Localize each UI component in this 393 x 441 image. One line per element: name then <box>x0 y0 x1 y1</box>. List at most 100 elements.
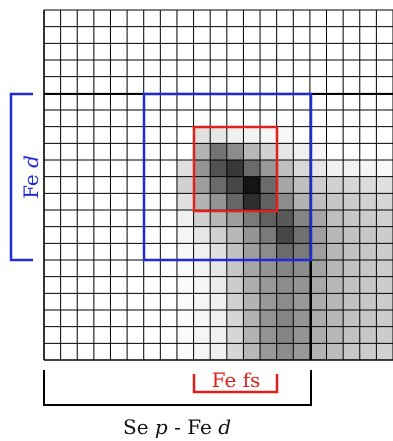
intensity-cell <box>243 177 260 194</box>
intensity-cell <box>277 127 294 144</box>
intensity-cell <box>310 277 327 294</box>
intensity-cell <box>360 327 377 344</box>
intensity-cell <box>210 210 227 227</box>
intensity-cell <box>376 210 393 227</box>
intensity-cell <box>227 143 244 160</box>
intensity-cell <box>360 227 377 244</box>
intensity-cell <box>194 160 211 177</box>
intensity-cell <box>177 293 194 310</box>
intensity-cell <box>310 293 327 310</box>
intensity-cell <box>194 177 211 194</box>
intensity-cell <box>327 210 344 227</box>
intensity-cell <box>177 310 194 327</box>
intensity-cell <box>243 227 260 244</box>
intensity-cell <box>327 177 344 194</box>
intensity-cell <box>310 310 327 327</box>
intensity-cell <box>343 310 360 327</box>
intensity-cell <box>277 243 294 260</box>
intensity-cell <box>260 210 277 227</box>
intensity-cell <box>327 260 344 277</box>
intensity-cell <box>293 210 310 227</box>
intensity-cell <box>293 193 310 210</box>
intensity-cell <box>277 160 294 177</box>
intensity-cell <box>243 310 260 327</box>
intensity-cell <box>310 210 327 227</box>
intensity-cell <box>227 310 244 327</box>
intensity-cell <box>343 327 360 344</box>
intensity-cell <box>310 343 327 360</box>
intensity-cell <box>343 293 360 310</box>
intensity-cell <box>227 293 244 310</box>
intensity-cell <box>210 343 227 360</box>
intensity-cell <box>327 293 344 310</box>
intensity-cell <box>177 160 194 177</box>
fe-fs-label: Fe fs <box>212 368 261 392</box>
intensity-cell <box>376 293 393 310</box>
intensity-cell <box>194 243 211 260</box>
intensity-cell <box>243 160 260 177</box>
intensity-cell <box>327 160 344 177</box>
intensity-cell <box>293 160 310 177</box>
intensity-cell <box>260 327 277 344</box>
intensity-cell <box>210 243 227 260</box>
intensity-cell <box>194 293 211 310</box>
intensity-cell <box>194 210 211 227</box>
intensity-cell <box>327 277 344 294</box>
intensity-cell <box>277 177 294 194</box>
intensity-cell <box>376 177 393 194</box>
intensity-cell <box>360 160 377 177</box>
intensity-cell <box>277 327 294 344</box>
intensity-cell <box>210 277 227 294</box>
intensity-cell <box>293 277 310 294</box>
intensity-cell <box>343 277 360 294</box>
intensity-cell <box>177 227 194 244</box>
intensity-cell <box>376 310 393 327</box>
intensity-cell <box>360 260 377 277</box>
intensity-cell <box>293 177 310 194</box>
intensity-cell <box>327 343 344 360</box>
intensity-cell <box>177 193 194 210</box>
intensity-cell <box>227 343 244 360</box>
intensity-cell <box>360 177 377 194</box>
intensity-cell <box>194 277 211 294</box>
intensity-cell <box>177 327 194 344</box>
intensity-cell <box>343 227 360 244</box>
intensity-cell <box>277 293 294 310</box>
intensity-cell <box>210 160 227 177</box>
intensity-cell <box>310 327 327 344</box>
intensity-cell <box>260 310 277 327</box>
intensity-cell <box>243 277 260 294</box>
intensity-cell <box>227 210 244 227</box>
intensity-cell <box>243 260 260 277</box>
intensity-cell <box>376 160 393 177</box>
intensity-cell <box>376 193 393 210</box>
intensity-cell <box>293 227 310 244</box>
intensity-cell <box>260 243 277 260</box>
intensity-cell <box>327 193 344 210</box>
intensity-cell <box>293 243 310 260</box>
intensity-cell <box>177 177 194 194</box>
intensity-cell <box>227 243 244 260</box>
intensity-cell <box>327 227 344 244</box>
intensity-cell <box>260 260 277 277</box>
intensity-cell <box>210 260 227 277</box>
intensity-cell <box>327 310 344 327</box>
intensity-cell <box>194 310 211 327</box>
intensity-cell <box>293 293 310 310</box>
intensity-cell <box>293 310 310 327</box>
intensity-cell <box>310 193 327 210</box>
intensity-cell <box>327 327 344 344</box>
intensity-cell <box>243 293 260 310</box>
se-p-fe-d-bracket <box>44 370 311 405</box>
intensity-cell <box>210 127 227 144</box>
intensity-cell <box>227 277 244 294</box>
intensity-cell <box>360 210 377 227</box>
intensity-cell <box>260 193 277 210</box>
intensity-cell <box>277 227 294 244</box>
intensity-cell <box>360 310 377 327</box>
intensity-cell <box>343 210 360 227</box>
intensity-cell <box>243 143 260 160</box>
intensity-cell <box>310 177 327 194</box>
intensity-cell <box>343 260 360 277</box>
